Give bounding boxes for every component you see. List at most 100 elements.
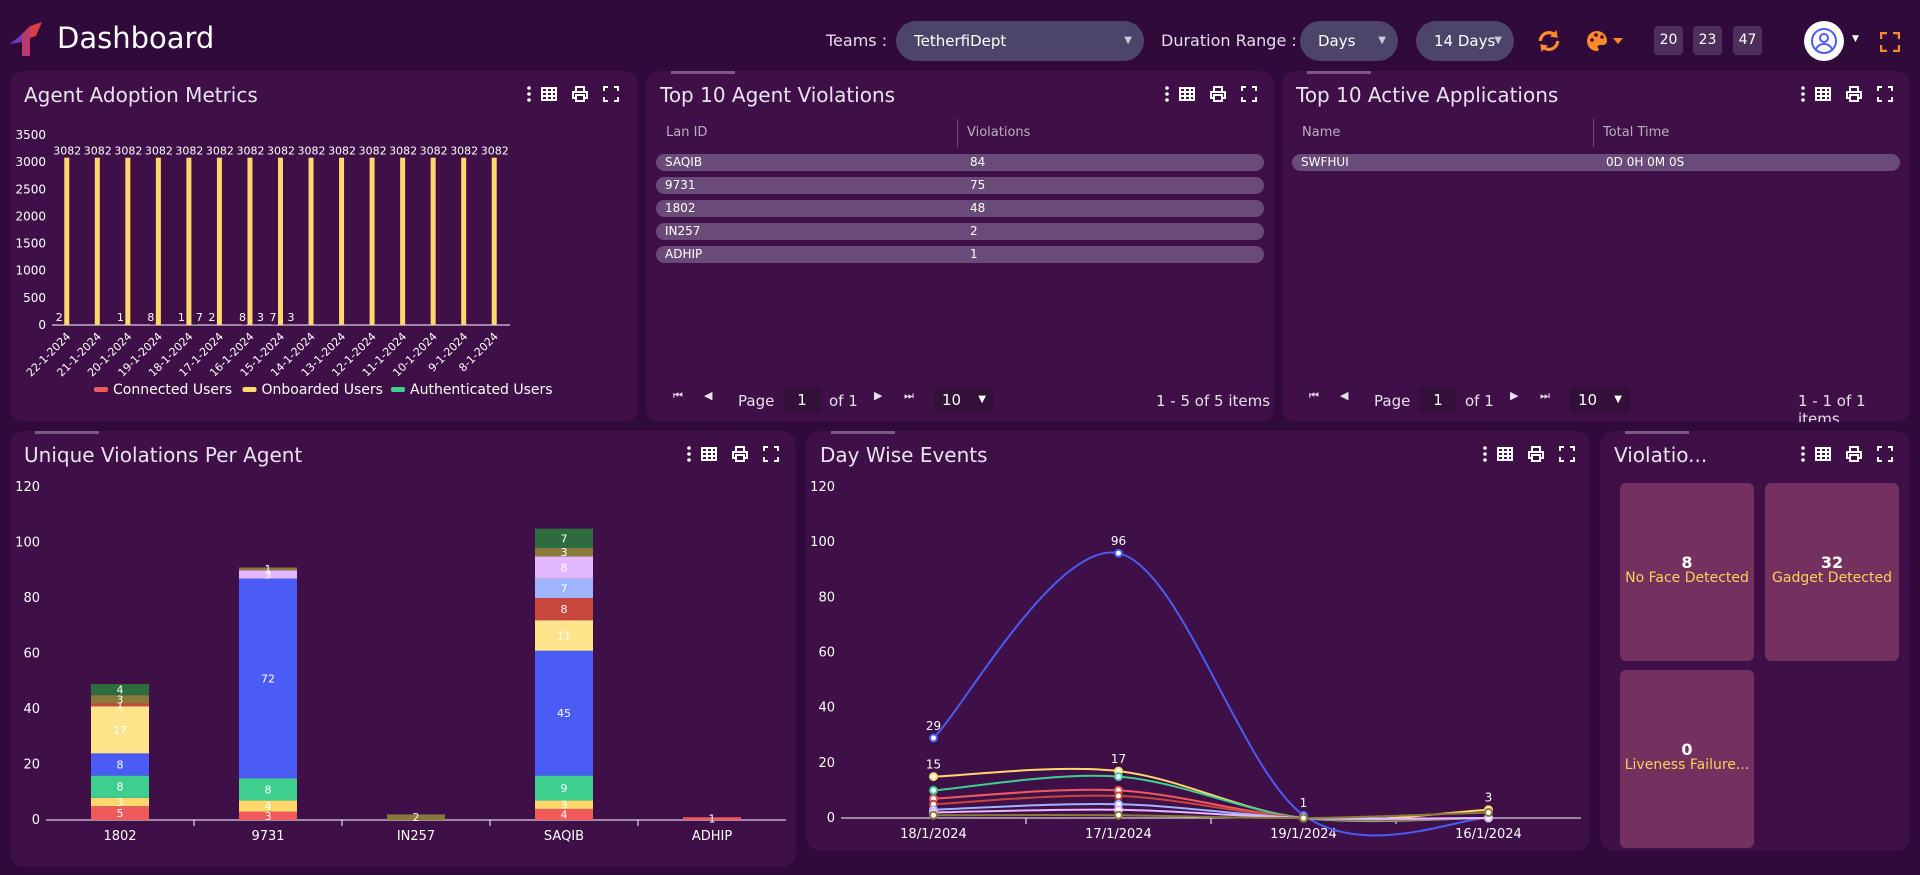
grid-view-icon[interactable] [1814, 445, 1832, 463]
data-point [1484, 807, 1493, 817]
series-line [933, 808, 1489, 820]
cell-name: SWFHUI [1301, 155, 1349, 169]
first-page-icon[interactable]: ⏮ [673, 389, 683, 402]
data-label: 2 [56, 311, 63, 324]
data-label: 1 [709, 813, 716, 826]
print-icon[interactable] [1845, 445, 1863, 463]
expand-icon[interactable] [1558, 445, 1576, 463]
more-icon[interactable] [1158, 85, 1176, 103]
expand-icon[interactable] [602, 85, 620, 103]
panel-tab [1625, 431, 1689, 434]
y-tick-label: 3000 [15, 155, 46, 169]
data-label: 3082 [84, 145, 112, 158]
series-line [932, 551, 1489, 837]
page-count: of 1 [1465, 392, 1494, 410]
prev-page-icon[interactable]: ◀ [704, 389, 713, 402]
grid-view-icon[interactable] [700, 445, 718, 463]
more-icon[interactable] [1476, 445, 1494, 463]
grid-view-icon[interactable] [540, 85, 558, 103]
column-header-violations[interactable]: Violations [967, 125, 1031, 140]
data-point [929, 810, 938, 820]
grid-view-icon[interactable] [1814, 85, 1832, 103]
column-header-total-time[interactable]: Total Time [1603, 125, 1670, 140]
data-label: 72 [261, 672, 275, 685]
last-page-icon[interactable]: ⏭ [1540, 389, 1550, 402]
data-label: 3082 [206, 145, 234, 158]
x-tick-label: 19/1/2024 [1270, 827, 1337, 842]
table-row[interactable]: 9731 75 [656, 177, 1264, 194]
table-row[interactable]: SAQIB 84 [656, 154, 1264, 171]
next-page-icon[interactable]: ▶ [874, 389, 883, 402]
violation-tile[interactable]: 8 No Face Detected [1620, 483, 1754, 661]
page-size-select[interactable]: 10 ▼ [1570, 387, 1630, 413]
duration-unit-select[interactable]: Days ▼ [1300, 21, 1398, 61]
expand-icon[interactable] [762, 445, 780, 463]
print-icon[interactable] [731, 445, 749, 463]
more-icon[interactable] [680, 445, 698, 463]
violations-panel: Top 10 Agent Violations Lan ID Violation… [646, 71, 1274, 422]
legend-label: Onboarded Users [262, 382, 383, 398]
more-icon[interactable] [520, 85, 538, 103]
prev-page-icon[interactable]: ◀ [1340, 389, 1349, 402]
page-input[interactable]: 1 [783, 387, 821, 413]
data-label: 3 [1485, 791, 1493, 805]
more-icon[interactable] [1794, 445, 1812, 463]
column-separator [957, 119, 958, 147]
print-icon[interactable] [571, 85, 589, 103]
page-size-select[interactable]: 10 ▼ [934, 387, 994, 413]
print-icon[interactable] [1845, 85, 1863, 103]
teams-select-value: TetherfiDept [914, 32, 1007, 50]
page-size-value: 10 [1578, 391, 1598, 409]
expand-icon[interactable] [1240, 85, 1258, 103]
unique-violations-panel: Unique Violations Per Agent 0 20 40 60 80 100… [10, 431, 796, 867]
data-label: 3082 [175, 145, 203, 158]
cell-lan-id: 9731 [665, 178, 696, 192]
print-icon[interactable] [1527, 445, 1545, 463]
column-header-name[interactable]: Name [1302, 125, 1341, 140]
bar-segment [239, 570, 297, 579]
fullscreen-icon[interactable] [1880, 32, 1900, 52]
chevron-down-icon: ▼ [1494, 35, 1502, 46]
violation-tile[interactable]: 32 Gadget Detected [1765, 483, 1899, 661]
panel-title: Top 10 Active Applications [1296, 83, 1559, 107]
page-input[interactable]: 1 [1419, 387, 1457, 413]
palette-icon[interactable] [1586, 30, 1626, 54]
x-tick-label: 16/1/2024 [1455, 827, 1522, 842]
data-label: 3 [117, 693, 124, 706]
bar [369, 157, 375, 325]
first-page-icon[interactable]: ⏮ [1309, 389, 1319, 402]
chevron-down-icon[interactable]: ▼ [1852, 34, 1859, 44]
y-tick-label: 60 [23, 647, 40, 662]
table-row[interactable]: SWFHUI 0D 0H 0M 0S [1292, 154, 1900, 171]
bar [308, 157, 314, 325]
legend-swatch [94, 387, 108, 392]
duration-value-select[interactable]: 14 Days ▼ [1416, 21, 1514, 61]
print-icon[interactable] [1209, 85, 1227, 103]
expand-icon[interactable] [1876, 85, 1894, 103]
refresh-icon[interactable] [1536, 28, 1562, 54]
page-size-value: 10 [942, 391, 962, 409]
tile-value: 8 [1681, 553, 1693, 572]
teams-select[interactable]: TetherfiDept ▼ [896, 21, 1144, 61]
data-label: 3 [561, 799, 568, 812]
violation-tile[interactable]: 0 Liveness Failure... [1620, 670, 1754, 848]
more-icon[interactable] [1794, 85, 1812, 103]
grid-view-icon[interactable] [1496, 445, 1514, 463]
table-row[interactable]: IN257 2 [656, 223, 1264, 240]
cell-lan-id: ADHIP [665, 247, 703, 261]
bar-segment [91, 703, 149, 707]
data-label: 8 [561, 603, 568, 616]
grid-view-icon[interactable] [1178, 85, 1196, 103]
table-row[interactable]: 1802 48 [656, 200, 1264, 217]
next-page-icon[interactable]: ▶ [1510, 389, 1519, 402]
table-row[interactable]: ADHIP 1 [656, 246, 1264, 263]
expand-icon[interactable] [1876, 445, 1894, 463]
data-label: 7 [561, 582, 568, 595]
data-label: 4 [117, 684, 124, 697]
data-label: 3082 [450, 145, 478, 158]
last-page-icon[interactable]: ⏭ [904, 389, 914, 402]
column-header-lan-id[interactable]: Lan ID [666, 125, 708, 140]
panel-tab [1307, 71, 1371, 74]
avatar[interactable] [1804, 21, 1844, 61]
bar [216, 157, 222, 325]
